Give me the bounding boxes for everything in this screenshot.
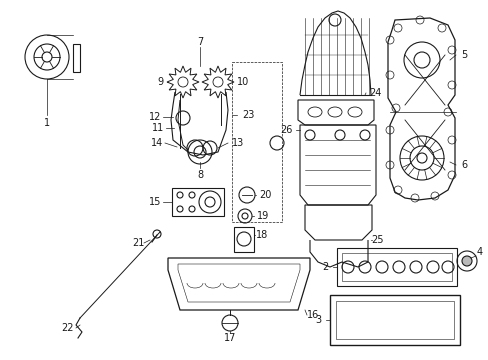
Text: 11: 11 bbox=[152, 123, 164, 133]
Text: 25: 25 bbox=[371, 235, 384, 245]
Bar bbox=[336, 248, 456, 286]
Text: 13: 13 bbox=[231, 138, 244, 148]
Text: 5: 5 bbox=[460, 50, 466, 60]
Bar bbox=[231, 62, 282, 222]
Text: 23: 23 bbox=[242, 110, 254, 120]
Text: 1: 1 bbox=[44, 118, 50, 128]
Text: 9: 9 bbox=[157, 77, 163, 87]
Text: 4: 4 bbox=[476, 247, 482, 257]
Bar bbox=[335, 301, 453, 339]
Bar bbox=[73, 44, 80, 72]
Text: 21: 21 bbox=[132, 238, 144, 248]
Text: 6: 6 bbox=[460, 160, 466, 170]
Circle shape bbox=[461, 256, 471, 266]
Text: 12: 12 bbox=[148, 112, 161, 122]
Text: 2: 2 bbox=[321, 262, 327, 272]
Bar bbox=[234, 227, 253, 252]
Text: 22: 22 bbox=[61, 323, 74, 333]
Text: 18: 18 bbox=[255, 230, 267, 240]
Text: 3: 3 bbox=[314, 315, 321, 325]
Text: 15: 15 bbox=[148, 197, 161, 207]
Text: 10: 10 bbox=[236, 77, 248, 87]
Text: 26: 26 bbox=[279, 125, 292, 135]
Text: 19: 19 bbox=[256, 211, 268, 221]
Text: 7: 7 bbox=[197, 37, 203, 47]
Text: 8: 8 bbox=[197, 170, 203, 180]
Bar bbox=[341, 253, 451, 281]
Bar bbox=[172, 188, 224, 216]
Text: 20: 20 bbox=[258, 190, 271, 200]
Text: 16: 16 bbox=[306, 310, 319, 320]
Text: 14: 14 bbox=[151, 138, 163, 148]
Text: 24: 24 bbox=[368, 88, 381, 98]
Bar bbox=[329, 295, 459, 345]
Text: 17: 17 bbox=[224, 333, 236, 343]
